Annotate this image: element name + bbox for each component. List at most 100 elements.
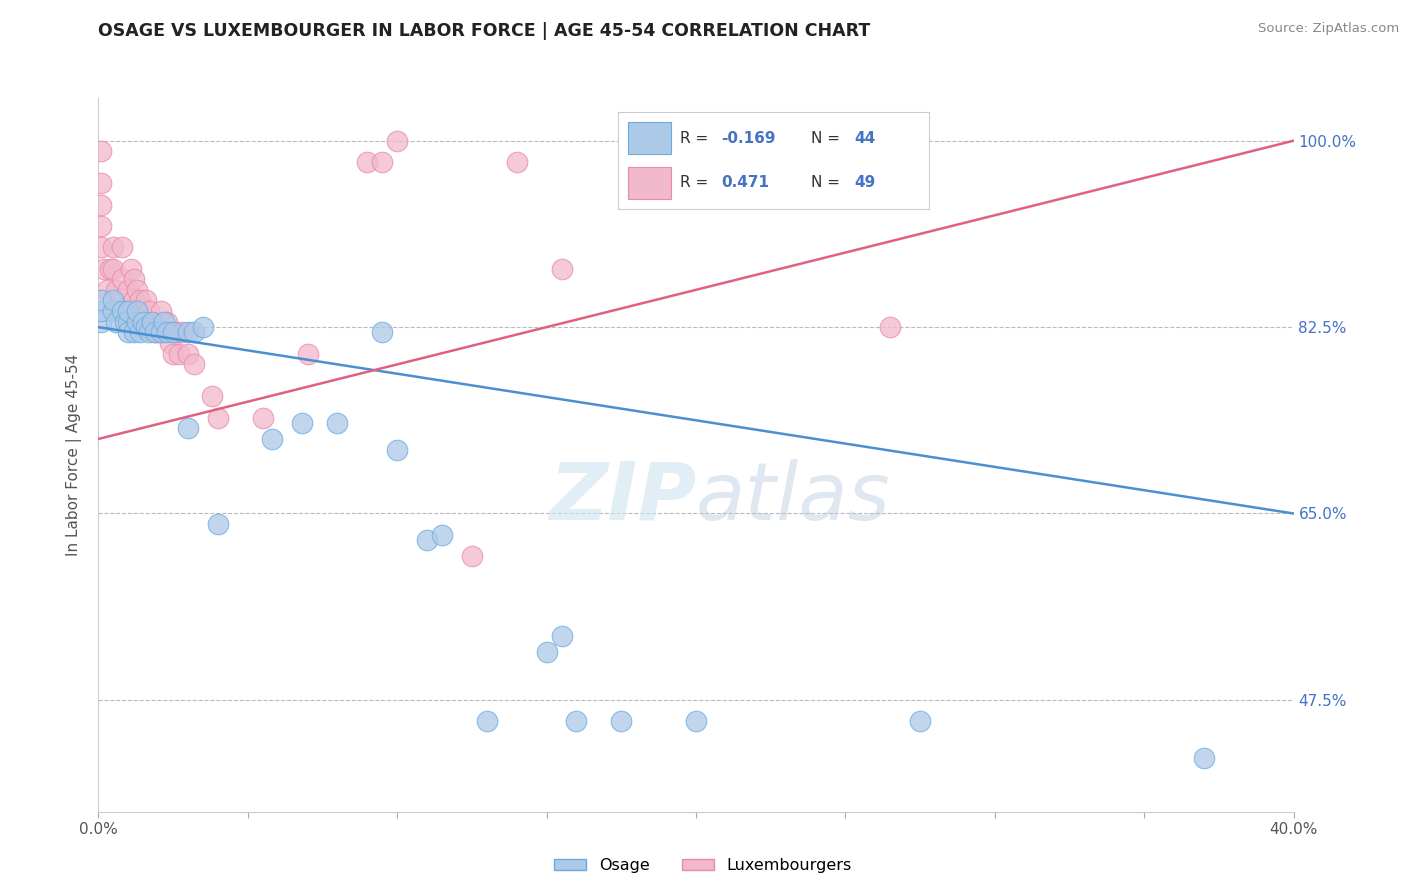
Point xyxy=(117,304,139,318)
Point xyxy=(138,304,160,318)
Point xyxy=(135,293,157,308)
Point xyxy=(90,145,112,159)
Point xyxy=(291,416,314,430)
Point xyxy=(461,549,484,563)
Point xyxy=(260,432,283,446)
Point xyxy=(172,326,194,340)
Point xyxy=(111,304,134,318)
Point xyxy=(207,517,229,532)
Text: ZIP: ZIP xyxy=(548,458,696,537)
Point xyxy=(143,326,166,340)
Point xyxy=(371,155,394,169)
Text: OSAGE VS LUXEMBOURGER IN LABOR FORCE | AGE 45-54 CORRELATION CHART: OSAGE VS LUXEMBOURGER IN LABOR FORCE | A… xyxy=(98,22,870,40)
Point xyxy=(93,261,115,276)
Text: R =: R = xyxy=(681,131,714,146)
Point xyxy=(141,315,163,329)
Point xyxy=(297,347,319,361)
Point xyxy=(127,315,149,329)
Point xyxy=(117,315,139,329)
Point xyxy=(475,714,498,729)
Point xyxy=(120,261,142,276)
Point xyxy=(117,283,139,297)
Point xyxy=(156,326,179,340)
Point xyxy=(153,326,176,340)
Point xyxy=(506,155,529,169)
Point xyxy=(114,304,136,318)
Point xyxy=(90,240,112,254)
Point xyxy=(138,326,160,340)
Point xyxy=(177,421,200,435)
Point xyxy=(191,320,214,334)
Point xyxy=(201,389,224,403)
Point xyxy=(153,315,176,329)
Point xyxy=(385,134,409,148)
Point xyxy=(207,410,229,425)
Text: -0.169: -0.169 xyxy=(721,131,775,146)
Point xyxy=(111,240,134,254)
Point xyxy=(111,272,134,286)
Text: Source: ZipAtlas.com: Source: ZipAtlas.com xyxy=(1258,22,1399,36)
Point xyxy=(156,315,179,329)
Point xyxy=(610,714,633,729)
Text: 49: 49 xyxy=(855,175,876,190)
Point xyxy=(167,347,190,361)
Point xyxy=(1192,751,1215,765)
Point xyxy=(908,714,931,729)
Point xyxy=(162,326,184,340)
Point xyxy=(177,326,200,340)
Point xyxy=(105,315,128,329)
Text: N =: N = xyxy=(811,175,845,190)
Point xyxy=(90,304,112,318)
Point xyxy=(385,442,409,457)
Point xyxy=(132,315,155,329)
Point xyxy=(132,315,155,329)
Point xyxy=(127,304,149,318)
Point xyxy=(90,315,112,329)
Point xyxy=(129,293,152,308)
Point xyxy=(356,155,378,169)
Point xyxy=(177,347,200,361)
Point xyxy=(90,177,112,191)
Point xyxy=(103,293,125,308)
Point xyxy=(96,283,118,297)
Point xyxy=(371,326,394,340)
Point xyxy=(108,304,131,318)
Point xyxy=(148,326,170,340)
Point xyxy=(141,315,163,329)
Text: 44: 44 xyxy=(855,131,876,146)
Point xyxy=(150,304,173,318)
Point xyxy=(183,358,205,372)
Text: N =: N = xyxy=(811,131,845,146)
Point xyxy=(879,320,901,334)
FancyBboxPatch shape xyxy=(627,122,671,153)
Point xyxy=(90,197,112,211)
Point xyxy=(124,272,146,286)
Point xyxy=(127,283,149,297)
Point xyxy=(127,315,149,329)
Point xyxy=(326,416,349,430)
Point xyxy=(90,219,112,233)
Text: atlas: atlas xyxy=(696,458,891,537)
Text: R =: R = xyxy=(681,175,718,190)
Point xyxy=(100,261,122,276)
Point xyxy=(135,320,157,334)
Point xyxy=(536,645,558,659)
Point xyxy=(565,714,588,729)
Point xyxy=(685,714,707,729)
Text: 0.471: 0.471 xyxy=(721,175,769,190)
Point xyxy=(90,293,112,308)
Point xyxy=(124,326,146,340)
Point xyxy=(430,528,453,542)
Point xyxy=(103,304,125,318)
Point xyxy=(117,326,139,340)
Point xyxy=(165,326,187,340)
Y-axis label: In Labor Force | Age 45-54: In Labor Force | Age 45-54 xyxy=(66,354,83,556)
Point xyxy=(143,326,166,340)
Point xyxy=(103,261,125,276)
Point xyxy=(159,336,181,351)
Point xyxy=(150,326,173,340)
Point xyxy=(252,410,274,425)
Point xyxy=(550,261,572,276)
Legend: Osage, Luxembourgers: Osage, Luxembourgers xyxy=(548,852,858,880)
Point xyxy=(416,533,439,548)
